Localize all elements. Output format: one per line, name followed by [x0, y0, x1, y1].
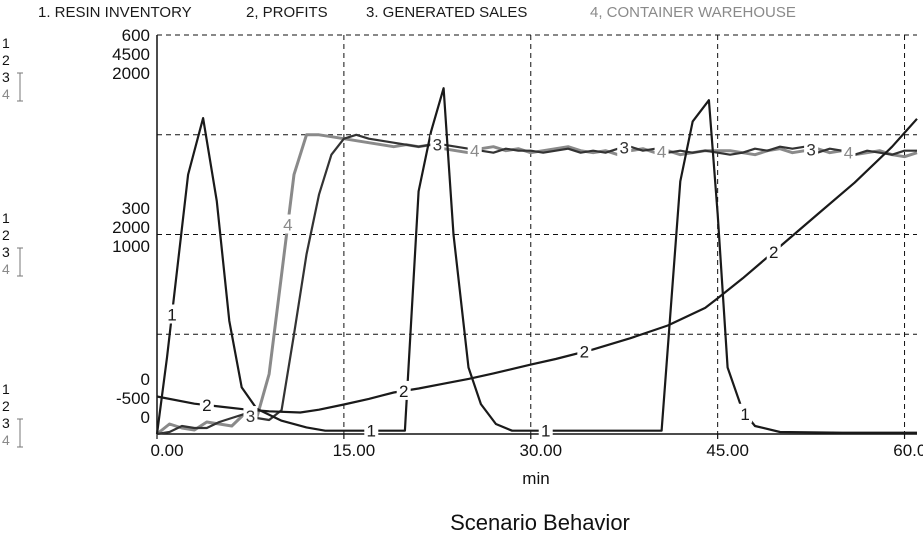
series-label-bg	[199, 395, 214, 415]
series-label-bg	[577, 341, 592, 361]
series-label-bg	[164, 304, 179, 324]
x-axis-label: min	[522, 469, 549, 488]
y-scale-index-4: 4	[2, 261, 10, 277]
series-line-4	[156, 133, 918, 436]
series-label-bg	[467, 140, 482, 160]
y-tick-label-series-3: 0	[141, 408, 150, 427]
series-line-3	[156, 133, 917, 436]
series-label-bg	[396, 380, 411, 400]
y-tick-label-series-1: 300	[122, 199, 150, 218]
y-tick-label-series-2: 2000	[112, 218, 150, 237]
series-label-1: 1	[541, 422, 550, 441]
series-label-4: 4	[657, 143, 666, 162]
series-label-2: 2	[202, 396, 211, 415]
series-label-bg	[654, 141, 669, 161]
series-label-bg	[617, 137, 632, 157]
chart-title: Scenario Behavior	[450, 510, 630, 533]
series-label-3: 3	[806, 141, 815, 160]
series-label-bg	[841, 142, 856, 162]
series-label-2: 2	[769, 243, 778, 262]
y-tick-label-series-2: 4500	[112, 45, 150, 64]
y-scale-index-2: 2	[2, 52, 10, 68]
y-scale-index-1: 1	[2, 35, 10, 51]
series-label-2: 2	[580, 343, 589, 362]
series-label-1: 1	[367, 422, 376, 441]
x-tick-label: 15.00	[333, 441, 376, 460]
series-label-3: 3	[246, 407, 255, 426]
series-label-bg	[430, 134, 445, 154]
y-scale-index-2: 2	[2, 227, 10, 243]
series-label-bg	[766, 241, 781, 261]
series-label-4: 4	[844, 144, 853, 163]
y-scale-index-1: 1	[2, 210, 10, 226]
series-label-bg	[243, 406, 258, 426]
series-label-bg	[804, 139, 819, 159]
series-label-2: 2	[399, 382, 408, 401]
y-scale-index-4: 4	[2, 432, 10, 448]
x-tick-label: 30.00	[519, 441, 562, 460]
y-scale-index-3: 3	[2, 244, 10, 260]
series-label-bg	[364, 420, 379, 440]
y-scale-index-1: 1	[2, 381, 10, 397]
y-tick-label-series-1: 600	[122, 26, 150, 45]
legend-item-2: 2, PROFITS	[246, 4, 328, 21]
series-label-bg	[280, 214, 295, 234]
legend-item-1: 1. RESIN INVENTORY	[38, 4, 192, 21]
grid	[157, 34, 917, 434]
y-tick-label-series-3: 1000	[112, 237, 150, 256]
series-label-3: 3	[619, 139, 628, 158]
x-tick-label: 0.00	[150, 441, 183, 460]
x-tick-label: 60.00	[893, 441, 923, 460]
series-label-bg	[738, 403, 753, 423]
series-line-1	[155, 87, 917, 435]
y-scale-index-2: 2	[2, 398, 10, 414]
legend-item-3: 3. GENERATED SALES	[366, 4, 527, 21]
series-label-1: 1	[740, 405, 749, 424]
y-scale-index-4: 4	[2, 86, 10, 102]
series-label-3: 3	[433, 136, 442, 155]
legend-item-4: 4, CONTAINER WAREHOUSE	[590, 4, 796, 21]
series-label-4: 4	[470, 142, 479, 161]
y-tick-label-series-1: 0	[141, 370, 150, 389]
series-label-bg	[538, 420, 553, 440]
y-scale-index-3: 3	[2, 69, 10, 85]
y-tick-label-series-2: -500	[116, 389, 150, 408]
series-label-1: 1	[167, 305, 176, 324]
y-tick-label-series-3: 2000	[112, 64, 150, 83]
series-label-4: 4	[283, 216, 292, 235]
x-tick-label: 45.00	[706, 441, 749, 460]
y-scale-index-3: 3	[2, 415, 10, 431]
